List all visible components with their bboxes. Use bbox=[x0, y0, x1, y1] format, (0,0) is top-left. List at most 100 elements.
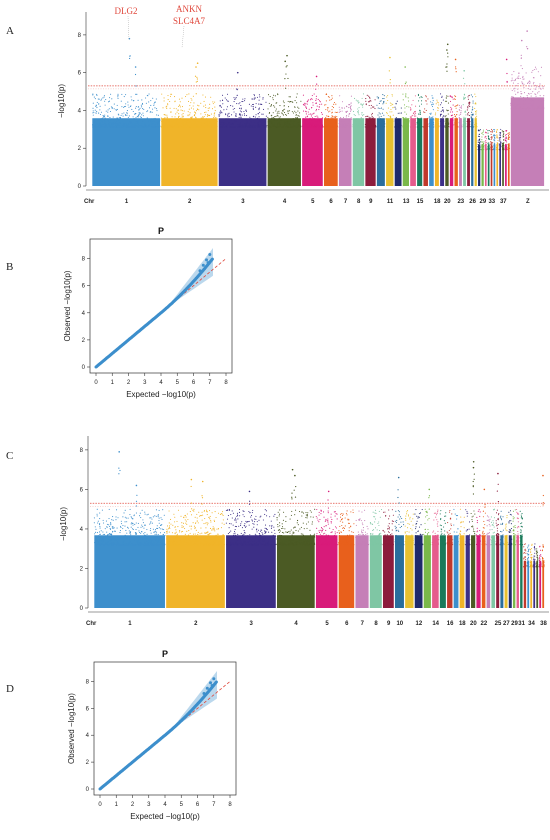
snp-point bbox=[161, 93, 163, 95]
snp-point bbox=[238, 103, 240, 105]
snp-point bbox=[481, 148, 483, 150]
dense-points bbox=[338, 118, 352, 186]
y-tick-label: 2 bbox=[78, 146, 82, 152]
snp-point bbox=[414, 122, 416, 124]
snp-point bbox=[98, 112, 100, 114]
snp-point bbox=[431, 117, 433, 119]
snp-point bbox=[325, 125, 327, 127]
snp-point bbox=[148, 101, 150, 103]
snp-point bbox=[432, 116, 434, 118]
snp-point bbox=[438, 125, 440, 127]
chromosome-points bbox=[449, 95, 454, 186]
snp-point bbox=[281, 126, 283, 128]
gene-annotation: ANKN bbox=[176, 4, 202, 14]
snp-point bbox=[467, 107, 469, 109]
snp-point bbox=[517, 91, 519, 93]
snp-point bbox=[134, 532, 136, 534]
snp-point bbox=[233, 97, 235, 99]
snp-point bbox=[482, 141, 484, 143]
snp-point bbox=[310, 123, 312, 125]
snp-point bbox=[195, 522, 197, 524]
dense-points bbox=[449, 118, 454, 186]
snp-point bbox=[137, 540, 139, 542]
snp-point bbox=[392, 107, 394, 109]
snp-point bbox=[357, 100, 359, 102]
snp-point bbox=[186, 94, 188, 96]
snp-point bbox=[463, 98, 465, 100]
snp-point bbox=[437, 118, 439, 120]
snp-point bbox=[445, 124, 447, 126]
snp-point bbox=[216, 125, 218, 127]
snp-point bbox=[253, 523, 255, 525]
snp-point bbox=[173, 120, 175, 122]
snp-point bbox=[220, 126, 222, 128]
snp-point bbox=[282, 110, 284, 112]
snp-point bbox=[402, 99, 404, 101]
snp-point bbox=[320, 112, 323, 114]
snp-point bbox=[286, 125, 288, 127]
snp-point bbox=[218, 543, 220, 546]
snp-point bbox=[363, 114, 365, 116]
snp-point bbox=[373, 124, 375, 126]
snp-point bbox=[204, 104, 206, 106]
snp-point bbox=[154, 530, 156, 532]
snp-point bbox=[138, 114, 140, 116]
snp-point bbox=[176, 534, 178, 536]
snp-point bbox=[350, 124, 352, 127]
snp-point bbox=[349, 126, 351, 128]
snp-point bbox=[316, 115, 318, 117]
qq-point bbox=[205, 258, 208, 262]
snp-point bbox=[119, 529, 121, 532]
snp-point bbox=[543, 108, 545, 110]
snp-point bbox=[345, 124, 347, 126]
snp-point bbox=[99, 533, 101, 535]
snp-point bbox=[400, 112, 403, 114]
snp-point bbox=[344, 122, 346, 124]
snp-point bbox=[378, 116, 380, 118]
snp-point bbox=[260, 515, 262, 517]
snp-point bbox=[441, 113, 443, 115]
snp-point bbox=[477, 149, 479, 151]
snp-point bbox=[455, 122, 457, 124]
snp-point bbox=[139, 542, 141, 544]
snp-point bbox=[128, 115, 130, 117]
snp-point bbox=[121, 537, 123, 539]
snp-point bbox=[118, 123, 120, 125]
snp-point bbox=[105, 520, 107, 522]
snp-point bbox=[504, 137, 506, 139]
chromosome-points bbox=[474, 93, 478, 186]
snp-point bbox=[107, 111, 109, 113]
snp-point bbox=[396, 119, 398, 121]
snp-point bbox=[123, 540, 125, 542]
snp-point bbox=[134, 126, 136, 128]
snp-point bbox=[233, 101, 235, 103]
snp-point bbox=[447, 113, 449, 115]
snp-point bbox=[162, 533, 164, 535]
snp-point bbox=[206, 524, 208, 526]
y-tick-label: 2 bbox=[80, 566, 84, 572]
snp-point bbox=[517, 104, 519, 106]
snp-point bbox=[100, 98, 103, 100]
snp-point bbox=[475, 116, 477, 118]
chromosome-label: 29 bbox=[480, 199, 487, 205]
snp-point bbox=[124, 125, 126, 127]
snp-point bbox=[239, 122, 241, 124]
snp-point bbox=[533, 104, 535, 106]
snp-point bbox=[217, 512, 220, 514]
snp-point bbox=[535, 95, 537, 97]
snp-point bbox=[190, 485, 192, 488]
snp-point bbox=[371, 121, 373, 123]
snp-point bbox=[131, 517, 133, 519]
snp-point bbox=[196, 76, 198, 78]
panel-label-b: B bbox=[6, 261, 13, 273]
snp-point bbox=[425, 109, 427, 112]
snp-point bbox=[272, 125, 275, 127]
snp-point bbox=[125, 122, 127, 124]
snp-point bbox=[297, 114, 299, 117]
snp-point bbox=[174, 101, 176, 103]
snp-point bbox=[373, 118, 375, 120]
snp-point bbox=[528, 106, 530, 108]
snp-point bbox=[140, 116, 143, 118]
snp-point bbox=[317, 116, 319, 118]
snp-point bbox=[442, 111, 445, 113]
